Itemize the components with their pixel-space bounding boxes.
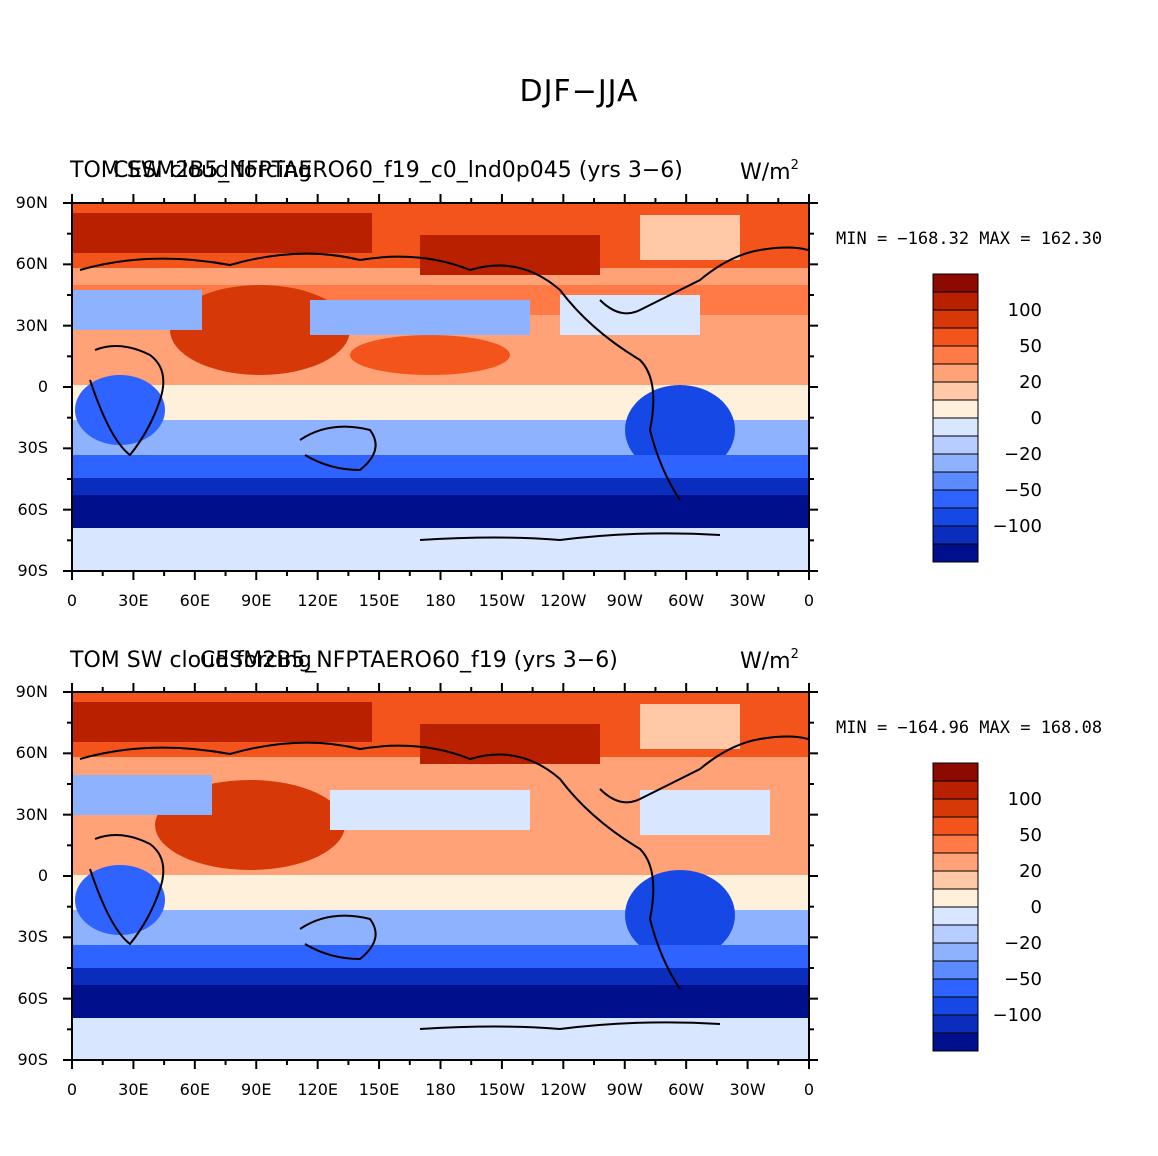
y-tick-label: 90S xyxy=(17,561,48,580)
x-tick-label: 180 xyxy=(425,1080,456,1099)
panel-2-units-text: W/m xyxy=(740,649,791,674)
x-tick-label: 30E xyxy=(118,1080,149,1099)
colorbar-label: −100 xyxy=(992,1005,1042,1026)
y-tick-label: 60N xyxy=(15,254,48,274)
x-tick-label: 60W xyxy=(668,1080,705,1099)
panel-1-field xyxy=(72,203,809,571)
colorbar-box xyxy=(932,762,979,782)
panel-1-units-sup: 2 xyxy=(790,158,799,173)
colorbar-label: 0 xyxy=(1030,408,1042,429)
x-tick-label: 150W xyxy=(478,1080,526,1099)
y-tick-label: 60N xyxy=(15,743,48,763)
x-tick-label: 0 xyxy=(803,591,815,610)
x-tick-label: 150E xyxy=(358,591,400,610)
colorbar-label: 20 xyxy=(1019,861,1042,882)
x-tick-label: 90E xyxy=(241,1080,272,1099)
panel-2-field xyxy=(72,692,809,1060)
x-tick-label: 150W xyxy=(478,591,526,610)
panel-1-case-title: CESM2B5_NFPTAERO60_f19_c0_lnd0p045 (yrs … xyxy=(113,158,683,183)
panel-1-units: W/m2 xyxy=(740,158,799,185)
panel-2-left-title: TOM SW cloud forcing xyxy=(70,648,312,673)
figure-title: DJF−JJA xyxy=(519,74,639,109)
colorbar-label: −20 xyxy=(1004,444,1042,465)
colorbars xyxy=(932,273,979,1052)
colorbar-box xyxy=(932,1032,979,1052)
x-tick-label: 90W xyxy=(606,591,643,610)
x-tick-label: 30W xyxy=(729,591,766,610)
panel-2-min-max: MIN = −164.96 MAX = 168.08 xyxy=(836,718,1103,738)
colorbar-label: −50 xyxy=(1004,480,1042,501)
x-tick-label: 60E xyxy=(179,591,211,610)
x-tick-label: 0 xyxy=(803,1080,815,1099)
colorbar-box xyxy=(932,543,979,563)
colorbar-label: 100 xyxy=(1007,300,1042,321)
x-tick-label: 60W xyxy=(668,591,705,610)
x-tick-label: 30E xyxy=(118,591,149,610)
y-tick-label: 60S xyxy=(17,499,48,519)
x-tick-label: 0 xyxy=(66,1080,78,1099)
colorbar-label: 0 xyxy=(1030,897,1042,918)
x-tick-label: 120W xyxy=(540,1080,587,1099)
x-tick-label: 90E xyxy=(241,591,272,610)
panel-1-units-text: W/m xyxy=(740,160,791,185)
x-tick-label: 150E xyxy=(358,1080,400,1099)
panel-2-units: W/m2 xyxy=(740,647,799,674)
y-tick-label: 0 xyxy=(37,866,48,885)
colorbar-label: −50 xyxy=(1004,969,1042,990)
colorbar-box xyxy=(932,273,979,293)
x-tick-label: 0 xyxy=(66,591,78,610)
y-tick-label: 0 xyxy=(37,377,48,396)
x-tick-label: 120E xyxy=(297,591,338,610)
x-tick-label: 30W xyxy=(729,1080,766,1099)
panel-2-case-title: CESM2B5_NFPTAERO60_f19 (yrs 3−6) xyxy=(200,648,618,673)
y-tick-label: 90N xyxy=(15,682,48,701)
colorbar-label: 50 xyxy=(1019,336,1042,357)
y-tick-label: 30N xyxy=(15,315,48,335)
y-tick-label: 90S xyxy=(17,1050,48,1069)
colorbar-label: 20 xyxy=(1019,372,1042,393)
colorbar-label: −20 xyxy=(1004,933,1042,954)
x-tick-label: 180 xyxy=(425,591,456,610)
y-tick-label: 90N xyxy=(15,193,48,212)
y-tick-label: 30S xyxy=(17,438,48,458)
y-tick-label: 60S xyxy=(17,988,48,1008)
colorbar-label: 100 xyxy=(1007,789,1042,810)
axis-ticks xyxy=(63,194,818,1069)
x-tick-label: 120E xyxy=(297,1080,338,1099)
panel-2-units-sup: 2 xyxy=(790,647,799,662)
x-tick-label: 90W xyxy=(606,1080,643,1099)
panel-1-min-max: MIN = −168.32 MAX = 162.30 xyxy=(836,229,1103,249)
y-tick-label: 30N xyxy=(15,804,48,824)
x-tick-label: 120W xyxy=(540,591,587,610)
y-tick-label: 30S xyxy=(17,927,48,947)
x-tick-label: 60E xyxy=(179,1080,211,1099)
panel-1-left-title: TOM SW cloud forcing xyxy=(70,158,312,183)
colorbar-label: −100 xyxy=(992,516,1042,537)
colorbar-label: 50 xyxy=(1019,825,1042,846)
